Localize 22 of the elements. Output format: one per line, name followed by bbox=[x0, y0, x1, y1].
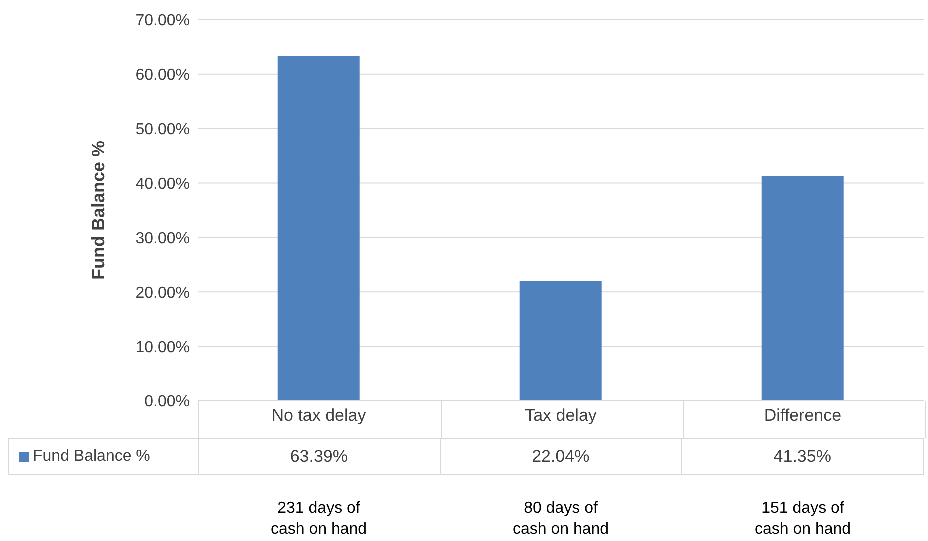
data-label: 63.39% bbox=[198, 439, 441, 474]
y-tick-label: 20.00% bbox=[136, 284, 190, 302]
text: 80 days of cash on hand bbox=[512, 499, 610, 540]
text: 231 days of cash on hand bbox=[270, 499, 368, 540]
legend-label: Fund Balance % bbox=[33, 448, 150, 466]
y-axis-title: Fund Balance % bbox=[88, 140, 108, 280]
y-tick-label: 10.00% bbox=[136, 339, 190, 356]
y-tick-label: 40.00% bbox=[136, 176, 190, 193]
y-tick-label: 50.00% bbox=[136, 122, 190, 139]
y-tick-label: 60.00% bbox=[136, 67, 190, 84]
y-tick-label: 70.00% bbox=[136, 12, 190, 30]
bar bbox=[762, 176, 844, 401]
y-tick-label: 0.00% bbox=[144, 394, 190, 411]
data-label: 41.35% bbox=[682, 439, 924, 474]
x-tick-label: Tax delay bbox=[525, 406, 598, 426]
bar bbox=[278, 56, 360, 401]
bar bbox=[520, 281, 602, 401]
text: 151 days of cash on hand bbox=[754, 499, 852, 540]
x-tick-label: No tax delay bbox=[272, 406, 367, 426]
y-tick-label: 30.00% bbox=[136, 230, 190, 248]
x-tick-label: Difference bbox=[764, 406, 842, 426]
data-label: 22.04% bbox=[440, 439, 682, 474]
